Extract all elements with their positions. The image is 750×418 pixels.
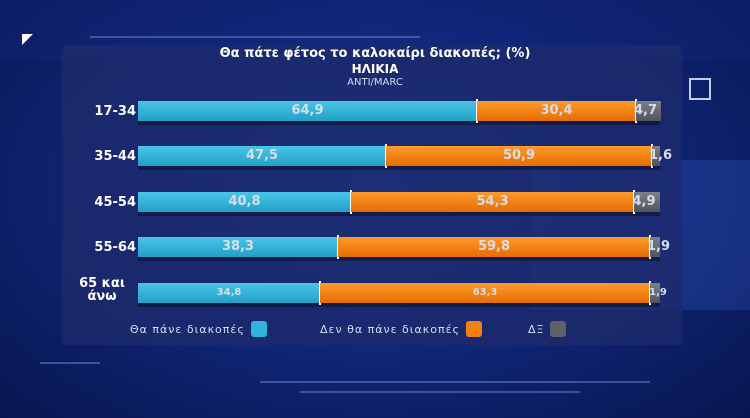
- data-label: 63,3: [472, 287, 498, 298]
- background-stripe: [300, 391, 580, 393]
- chart-source: ANTI/MARC: [347, 77, 403, 88]
- background-stripe: [90, 36, 420, 38]
- bar-segment-vacation: [138, 237, 338, 257]
- category-label: 45-54: [94, 195, 136, 210]
- bar-segment-no-vacation: [338, 237, 650, 257]
- bar-segment-no-vacation: [477, 101, 636, 121]
- data-label: 1,9: [647, 239, 671, 254]
- data-label: 1,6: [649, 148, 673, 163]
- data-label: 4,9: [632, 194, 656, 209]
- legend-item: Θα πάνε διακοπές: [130, 321, 267, 337]
- background-stripe: [260, 381, 650, 383]
- bar-segment-dont-know: [650, 283, 660, 303]
- data-label: 40,8: [228, 194, 261, 209]
- legend-swatch: [250, 321, 267, 337]
- bar-segment-vacation: [138, 101, 477, 121]
- legend-label: Δεν θα πάνε διακοπές: [320, 322, 460, 336]
- legend-swatch: [466, 321, 482, 337]
- bar-segment-vacation: [138, 283, 320, 303]
- category-label: 65 και άνω: [79, 276, 125, 304]
- bar-shadow: [138, 257, 660, 261]
- bar-shadow: [138, 303, 660, 307]
- data-label: 54,3: [476, 194, 509, 209]
- legend-label: ΔΞ: [528, 322, 545, 336]
- data-label: 34,8: [216, 287, 242, 298]
- legend-item: Δεν θα πάνε διακοπές: [320, 321, 482, 337]
- category-label: 55-64: [94, 240, 136, 255]
- category-label: 17-34: [94, 104, 136, 119]
- bar-segment-dont-know: [652, 146, 660, 166]
- data-label: 64,9: [291, 103, 324, 118]
- data-label: 59,8: [477, 239, 511, 254]
- bar-segment-dont-know: [650, 237, 660, 257]
- bar-segment-no-vacation: [320, 283, 650, 303]
- corner-triangle-icon: [22, 34, 33, 45]
- square-outline-icon: [689, 78, 711, 100]
- legend-label: Θα πάνε διακοπές: [130, 322, 245, 336]
- chart-title: Θα πάτε φέτος το καλοκαίρι διακοπές; (%): [219, 46, 531, 61]
- bar-segment-no-vacation: [351, 192, 634, 212]
- legend-item: ΔΞ: [528, 321, 567, 337]
- bar-shadow: [138, 166, 660, 170]
- data-label: 38,3: [221, 239, 255, 254]
- bar-segment-vacation: [138, 146, 386, 166]
- bar-segment-dont-know: [636, 101, 661, 121]
- data-label: 4,7: [633, 103, 658, 118]
- bar-segment-dont-know: [634, 192, 660, 212]
- bar-segment-no-vacation: [386, 146, 652, 166]
- data-label: 30,4: [540, 103, 573, 118]
- bar-shadow: [138, 212, 660, 216]
- bar-segment-vacation: [138, 192, 351, 212]
- background-stripe: [40, 362, 100, 364]
- category-label: 35-44: [94, 149, 136, 164]
- data-label: 47,5: [245, 148, 279, 163]
- legend-swatch: [550, 321, 567, 337]
- data-label: 50,9: [502, 148, 536, 163]
- bar-shadow: [138, 121, 660, 125]
- chart-subtitle: ΗΛΙΚΙΑ: [351, 62, 399, 76]
- data-label: 1,9: [649, 287, 667, 298]
